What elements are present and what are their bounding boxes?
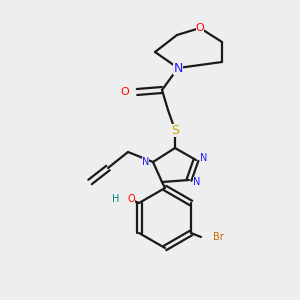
Text: S: S — [171, 124, 179, 136]
Text: N: N — [200, 153, 207, 163]
Text: O: O — [196, 23, 204, 33]
Text: N: N — [193, 177, 200, 187]
Text: N: N — [142, 157, 149, 167]
Text: O: O — [127, 194, 135, 204]
Text: Br: Br — [213, 232, 224, 242]
Text: O: O — [120, 87, 129, 97]
Text: H: H — [112, 194, 119, 204]
Text: N: N — [173, 61, 183, 74]
